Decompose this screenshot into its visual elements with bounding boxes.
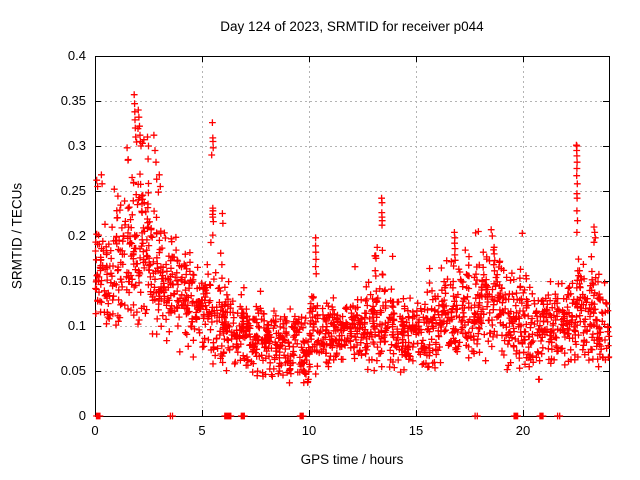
chart-title: Day 124 of 2023, SRMTID for receiver p04…	[220, 19, 484, 34]
x-tick-label: 20	[515, 423, 531, 438]
y-tick-label: 0.15	[60, 273, 86, 288]
x-tick-label: 10	[301, 423, 317, 438]
x-axis-label: GPS time / hours	[300, 452, 404, 467]
y-tick-label: 0.25	[60, 183, 86, 198]
y-tick-label: 0.05	[60, 363, 86, 378]
data-points	[92, 91, 613, 420]
y-tick-label: 0.2	[67, 228, 86, 243]
y-tick-label: 0.35	[60, 93, 86, 108]
x-tick-label: 15	[408, 423, 424, 438]
y-tick-label: 0.1	[67, 318, 86, 333]
x-tick-label: 5	[198, 423, 206, 438]
grid-lines	[95, 56, 609, 416]
y-tick-label: 0.4	[67, 48, 86, 63]
y-tick-label: 0.3	[67, 138, 86, 153]
x-tick-label: 0	[91, 423, 99, 438]
y-tick-label: 0	[78, 408, 86, 423]
